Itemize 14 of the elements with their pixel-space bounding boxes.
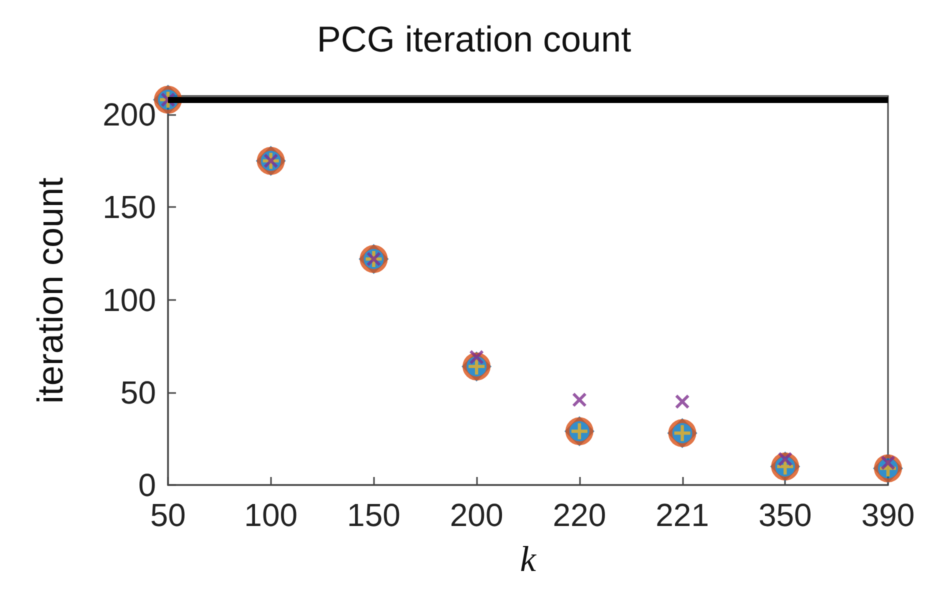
x-tick-label: 100 [244,497,298,533]
chart-title: PCG iteration count [316,18,632,60]
x-tick-label: 390 [861,497,915,533]
y-axis-title: iteration count [30,177,70,404]
y-tick-label: 100 [102,282,156,318]
x-tick-label: 220 [552,497,606,533]
x-tick-label: 221 [656,497,709,533]
x-tick-label: 200 [450,497,504,533]
x-tick-label: 350 [758,497,812,533]
x-tick-label: 150 [347,497,400,533]
y-tick-label: 200 [102,96,156,133]
y-tick-label: 50 [120,374,156,410]
y-tick-label: 150 [102,189,156,226]
x-axis-title: k [520,539,538,579]
